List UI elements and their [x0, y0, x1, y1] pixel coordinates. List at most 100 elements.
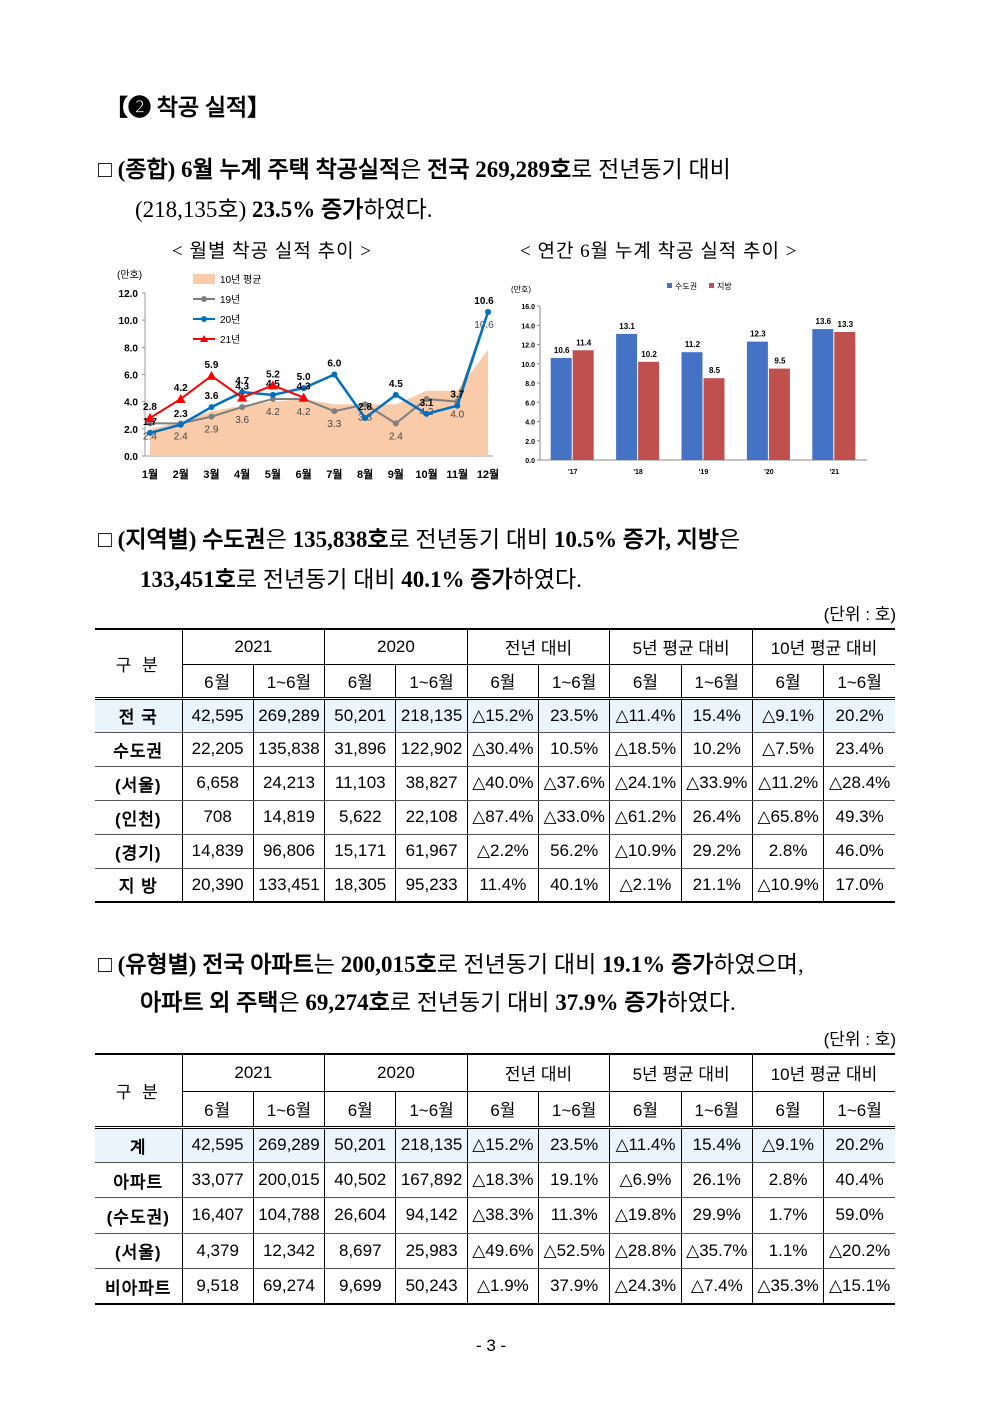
data-label: 4.7: [235, 376, 249, 387]
section-heading: 【❷ 착공 실적】: [105, 95, 271, 120]
point: [175, 393, 186, 403]
point: [392, 391, 399, 398]
point: [300, 385, 307, 392]
bar: [616, 333, 638, 460]
data-row: (수도권) 16,407 104,788 26,604 94,142 △38.3% 11.3…: [95, 1197, 896, 1234]
y-tick-label: 0.0: [124, 452, 138, 463]
header-cell: 2020: [324, 1053, 468, 1092]
table-cell: △40.0%: [466, 766, 540, 801]
data-label: 2.3: [174, 409, 188, 420]
monthly-chart: (만호) 0.0 2.0 4.0 6.0 8.0 10.0 12.0 1월 2월 3월 4월 5월 6월 7…: [117, 269, 499, 481]
table-cell: △33.0%: [538, 800, 611, 835]
text-run: 은: [278, 990, 306, 1015]
table-cell: △9.1%: [751, 1127, 825, 1163]
row-label: 아파트: [95, 1162, 183, 1199]
text-run: 는: [313, 952, 341, 977]
table-cell: 218,135: [395, 698, 468, 733]
bar: [834, 331, 856, 460]
table-cell: 122,902: [395, 732, 468, 767]
paragraph-line: (218,135호) 23.5% 증가하였다.: [135, 190, 433, 224]
header-cell: 1~6월: [395, 664, 468, 700]
x-tick-label: '21: [830, 469, 840, 476]
data-label: 12.3: [750, 330, 766, 339]
legend-swatch: [709, 283, 714, 288]
point: [423, 410, 430, 417]
text-run: □: [98, 527, 118, 552]
x-tick-label: '18: [633, 469, 643, 476]
data-row: 비아파트 9,518 69,274 9,699 50,243 △1.9% 37.9% △24.…: [95, 1268, 896, 1305]
row-label: (서울): [95, 766, 183, 801]
table-cell: △18.5%: [609, 732, 682, 767]
table-cell: △35.7%: [680, 1233, 753, 1270]
bar: [746, 341, 768, 460]
data-label: 13.1: [619, 322, 635, 331]
x-tick-label: '17: [568, 469, 578, 476]
point: [237, 392, 248, 402]
text-run: (218,135호): [135, 197, 252, 222]
point: [331, 371, 338, 378]
point: [208, 413, 215, 420]
table-cell: △28.4%: [823, 766, 896, 801]
annual-chart: (만호) 0.0 2.0 4.0 6.0 8.0 10.0 12.0 14.0 16.0 '17 '1…: [511, 281, 867, 476]
table-cell: △35.3%: [751, 1268, 825, 1305]
table-cell: 69,274: [252, 1268, 326, 1305]
header-cell: 6월: [324, 1091, 397, 1129]
table-cell: 40.1%: [538, 868, 611, 903]
header-cell: 6월: [751, 1091, 825, 1129]
table-cell: △28.8%: [609, 1233, 682, 1270]
table-cell: △24.3%: [609, 1268, 682, 1305]
bar: [638, 361, 660, 460]
header-cell: 6월: [466, 664, 540, 700]
paragraph-line: □ (지역별) 수도권은 135,838호로 전년동기 대비 10.5% 증가,…: [98, 520, 740, 554]
table-cell: 96,806: [252, 834, 326, 869]
table-cell: 5,622: [324, 800, 397, 835]
header-cell: 전년 대비: [466, 1053, 611, 1092]
table-cell: 40,502: [324, 1162, 397, 1199]
chart-title: < 연간 6월 누계 착공 실적 추이 >: [520, 241, 798, 262]
header-cell: 구 분: [95, 1053, 183, 1129]
table-cell: 49.3%: [823, 800, 896, 835]
header-cell: 5년 평균 대비: [609, 628, 753, 665]
table-cell: 11.4%: [466, 868, 540, 903]
table-cell: 94,142: [395, 1197, 468, 1234]
data-row: 지 방 20,390 133,451 18,305 95,233 11.4% 40.1% △2…: [95, 868, 896, 903]
header-row: 구 분 2021 2020 전년 대비 5년 평균 대비 10년 평균 대비: [95, 628, 896, 700]
table-cell: 22,108: [395, 800, 468, 835]
data-label: 3.7: [450, 390, 464, 401]
header-cell: 6월: [751, 664, 825, 700]
point: [177, 421, 184, 428]
legend-marker: [200, 335, 208, 342]
data-label: 1.7: [143, 417, 157, 428]
legend-label: 수도권: [675, 281, 697, 291]
data-label: 13.6: [816, 317, 832, 326]
header-cell: 6월: [182, 1091, 254, 1129]
table-cell: △1.9%: [466, 1268, 540, 1305]
data-label: 4.5: [389, 379, 403, 390]
data-label: 3.1: [420, 398, 434, 409]
header-cell: 1~6월: [680, 664, 753, 700]
row-label: 수도권: [95, 732, 183, 767]
header-cell: 2021: [181, 628, 326, 665]
y-tick-label: 12.0: [521, 343, 535, 350]
bar: [681, 352, 703, 460]
table-cell: △15.2%: [466, 1127, 540, 1163]
text-run: (종합) 6월 누계 주택 착공실적: [117, 157, 401, 182]
x-tick-label: 4월: [234, 467, 250, 481]
table-cell: 269,289: [252, 1127, 326, 1163]
data-label: 2.8: [143, 402, 157, 413]
table-cell: △2.2%: [466, 834, 540, 869]
table-cell: 15.4%: [680, 698, 753, 733]
legend-label: 21년: [220, 334, 240, 346]
y-tick-label: 6.0: [124, 371, 138, 382]
text-run: 37.9% 증가: [555, 990, 667, 1015]
table-cell: △10.9%: [609, 834, 682, 869]
x-tick-label: 7월: [326, 467, 342, 481]
table-cell: 40.4%: [823, 1162, 896, 1199]
row-label: (경기): [95, 834, 183, 869]
text-run: 로 전년동기 대비: [571, 157, 731, 182]
data-table: 구 분 2021 2020 전년 대비 5년 평균 대비 10년 평균 대비 6월 1~6월 6…: [95, 1053, 896, 1305]
y-axis-unit: (만호): [511, 285, 531, 294]
data-row: 수도권 22,205 135,838 31,896 122,902 △30.4% 10.5%…: [95, 732, 896, 767]
header-cell: 6월: [609, 664, 682, 700]
table-cell: 9,518: [181, 1268, 254, 1305]
